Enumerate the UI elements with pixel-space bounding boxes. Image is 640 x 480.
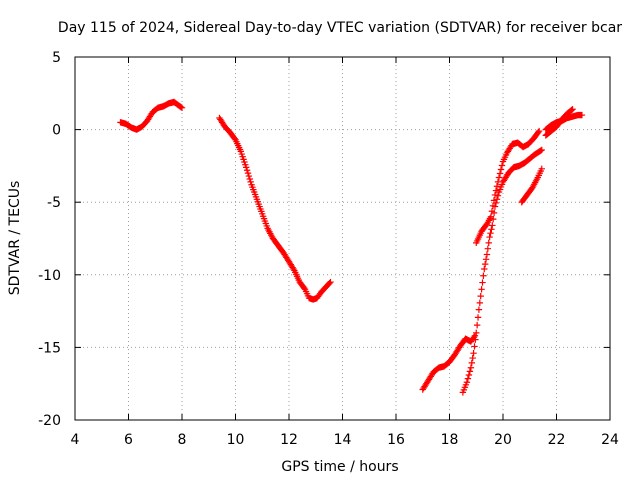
chart-title: Day 115 of 2024, Sidereal Day-to-day VTE… — [58, 20, 622, 36]
series-arc-1 — [117, 98, 186, 133]
data-point-marker — [327, 278, 334, 286]
data-point-marker — [290, 265, 297, 273]
data-point-marker — [483, 251, 491, 258]
y-tick-label: -5 — [47, 195, 61, 211]
data-point-marker — [245, 172, 253, 180]
series-arc-5 — [473, 127, 543, 247]
data-point-marker — [537, 147, 545, 154]
y-tick-label: -20 — [38, 413, 61, 429]
data-point-marker — [491, 191, 499, 199]
x-tick-label: 12 — [280, 432, 298, 448]
data-point-marker — [487, 213, 495, 220]
data-point-marker — [489, 202, 497, 210]
data-point-marker — [481, 260, 489, 268]
y-tick-label: -15 — [38, 340, 61, 356]
data-point-marker — [488, 226, 495, 233]
x-tick-label: 18 — [441, 432, 459, 448]
data-point-marker — [469, 354, 476, 362]
series-arc-8 — [542, 111, 586, 133]
data-point-marker — [495, 174, 503, 181]
x-tick-label: 14 — [334, 432, 352, 448]
grid-lines — [75, 57, 610, 420]
x-tick-label: 16 — [387, 432, 405, 448]
data-point-marker — [494, 178, 502, 186]
y-tick-label: 0 — [52, 123, 61, 139]
data-point-marker — [496, 170, 504, 177]
data-point-marker — [535, 129, 542, 136]
data-point-marker — [468, 359, 475, 367]
data-point-marker — [465, 371, 473, 379]
data-point-marker — [489, 222, 496, 229]
data-point-marker — [472, 336, 479, 343]
data-point-marker — [473, 321, 481, 329]
data-point-marker — [477, 292, 484, 300]
data-point-marker — [326, 279, 333, 287]
data-point-marker — [475, 306, 483, 313]
data-point-marker — [466, 368, 474, 375]
series-arc-2 — [216, 114, 334, 303]
data-points — [117, 98, 586, 396]
data-point-marker — [470, 350, 477, 357]
series-arc-4 — [459, 146, 545, 396]
y-axis-label: SDTVAR / TECUs — [7, 181, 23, 296]
data-point-marker — [492, 187, 500, 194]
series-arc-6 — [518, 165, 545, 206]
data-point-marker — [535, 127, 543, 135]
data-point-marker — [498, 162, 506, 169]
data-point-marker — [482, 256, 490, 263]
data-point-marker — [300, 284, 308, 292]
data-point-marker — [484, 245, 492, 252]
data-point-marker — [481, 265, 488, 273]
data-point-marker — [471, 343, 478, 350]
data-point-marker — [478, 286, 485, 293]
x-tick-label: 22 — [548, 432, 566, 448]
data-point-marker — [497, 166, 505, 173]
data-point-marker — [467, 364, 475, 371]
data-point-marker — [480, 272, 487, 279]
data-point-marker — [464, 375, 472, 382]
data-point-marker — [578, 111, 586, 119]
series-arc-3 — [419, 332, 479, 393]
data-point-marker — [487, 229, 494, 237]
data-point-marker — [474, 314, 482, 321]
x-tick-label: 24 — [601, 432, 619, 448]
x-tick-label: 20 — [494, 432, 512, 448]
data-point-marker — [569, 106, 576, 113]
data-point-marker — [476, 299, 484, 307]
data-point-marker — [493, 196, 501, 203]
data-point-marker — [538, 146, 545, 154]
data-point-marker — [493, 183, 501, 190]
data-point-marker — [494, 192, 502, 199]
data-point-marker — [486, 233, 493, 241]
data-point-marker — [488, 208, 496, 215]
data-point-marker — [178, 104, 186, 112]
data-point-marker — [490, 197, 498, 204]
y-tick-label: 5 — [52, 50, 61, 66]
axis-ticks — [74, 56, 611, 421]
data-point-marker — [247, 178, 254, 186]
x-tick-label: 8 — [178, 432, 187, 448]
data-point-marker — [463, 379, 471, 386]
data-point-marker — [243, 167, 251, 174]
x-axis-label: GPS time / hours — [281, 459, 398, 475]
data-point-marker — [538, 165, 545, 173]
y-tick-label: -10 — [38, 268, 61, 284]
data-point-marker — [246, 175, 253, 183]
data-point-marker — [568, 106, 575, 114]
x-tick-label: 4 — [71, 432, 80, 448]
data-point-marker — [479, 279, 486, 286]
x-tick-label: 6 — [124, 432, 133, 448]
data-point-marker — [177, 103, 185, 111]
data-point-marker — [243, 164, 250, 171]
x-tick-label: 10 — [227, 432, 245, 448]
data-point-marker — [244, 169, 252, 177]
data-point-marker — [485, 239, 492, 247]
data-point-marker — [473, 329, 480, 337]
